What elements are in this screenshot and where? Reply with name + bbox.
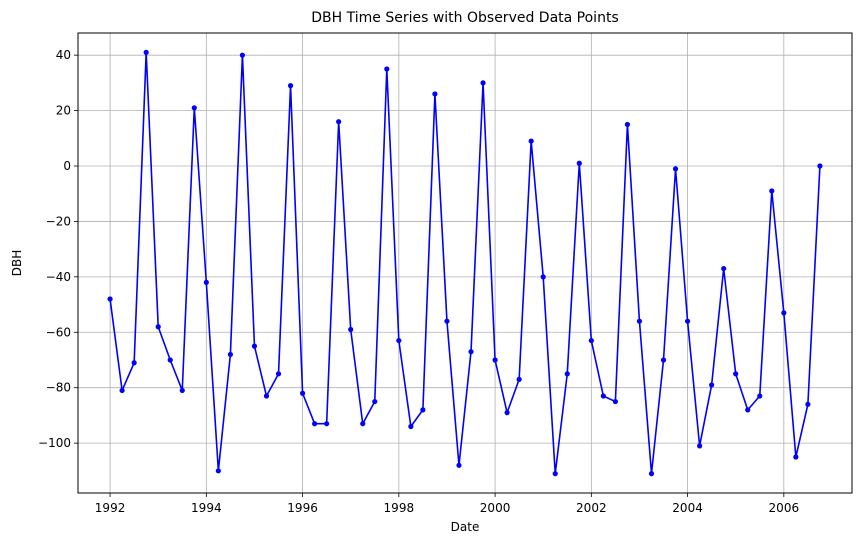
data-point xyxy=(420,407,426,413)
data-point xyxy=(191,105,197,111)
data-point xyxy=(167,357,173,363)
y-tick-label: −20 xyxy=(46,214,71,228)
data-point xyxy=(745,407,751,413)
data-point xyxy=(287,83,294,89)
data-point xyxy=(384,66,390,72)
x-tick-label: 1996 xyxy=(287,501,318,515)
series-layer xyxy=(107,49,823,477)
data-point xyxy=(275,371,282,377)
y-axis: 40 20 0 −20 −40 −60 −80 −100 xyxy=(38,48,78,450)
y-tick-label: 0 xyxy=(63,159,71,173)
data-point xyxy=(432,91,438,97)
data-point xyxy=(805,401,811,407)
x-tick-label: 2002 xyxy=(576,501,607,515)
data-point xyxy=(588,337,594,344)
data-point xyxy=(697,443,703,449)
data-point xyxy=(793,454,799,460)
data-point xyxy=(324,421,330,427)
data-point xyxy=(492,357,498,363)
data-point xyxy=(684,318,691,324)
data-point xyxy=(564,371,570,377)
data-point xyxy=(528,138,534,144)
data-point xyxy=(203,279,209,285)
data-point xyxy=(360,421,366,427)
x-tick-label: 1998 xyxy=(384,501,415,515)
data-point xyxy=(312,421,318,427)
data-point xyxy=(757,393,763,399)
y-tick-label: −100 xyxy=(38,436,71,450)
data-point xyxy=(372,398,378,405)
y-tick-label: −80 xyxy=(46,381,71,395)
data-point xyxy=(155,324,161,330)
data-point xyxy=(143,49,149,56)
series-line xyxy=(109,51,821,475)
data-point xyxy=(251,343,258,349)
data-point xyxy=(624,121,631,128)
x-tick-label: 1994 xyxy=(191,501,222,515)
data-point xyxy=(179,387,185,394)
data-point xyxy=(552,471,558,477)
data-point xyxy=(516,376,522,382)
data-point xyxy=(672,166,679,172)
data-point xyxy=(239,52,246,58)
data-point xyxy=(600,393,606,399)
data-point xyxy=(107,296,113,302)
plot-background xyxy=(78,33,852,493)
data-point xyxy=(468,349,474,355)
data-point xyxy=(227,351,233,358)
data-point xyxy=(733,371,739,377)
data-point xyxy=(299,390,306,396)
data-point xyxy=(396,337,402,344)
x-axis: 1992 1994 1996 1998 2000 2002 2004 2006 xyxy=(95,493,799,515)
data-point xyxy=(263,393,270,399)
data-point xyxy=(480,80,486,86)
data-point xyxy=(348,326,354,333)
y-tick-label: −40 xyxy=(46,270,71,284)
x-axis-label: Date xyxy=(451,520,480,534)
data-point xyxy=(456,462,462,468)
data-point xyxy=(131,360,137,366)
data-point xyxy=(444,318,450,324)
y-tick-label: 20 xyxy=(56,104,71,118)
data-point xyxy=(540,274,546,280)
x-tick-label: 1992 xyxy=(95,501,126,515)
y-axis-label: DBH xyxy=(10,250,24,277)
chart-title: DBH Time Series with Observed Data Point… xyxy=(311,10,618,26)
y-tick-label: −60 xyxy=(46,325,71,339)
data-point xyxy=(612,398,618,405)
y-tick-label: 40 xyxy=(56,48,71,62)
data-point xyxy=(709,382,715,388)
x-tick-label: 2004 xyxy=(672,501,703,515)
data-point xyxy=(576,160,582,166)
data-point xyxy=(636,318,643,324)
data-point xyxy=(817,163,823,169)
data-point xyxy=(119,387,125,394)
x-tick-label: 2006 xyxy=(769,501,800,515)
data-point xyxy=(721,265,727,272)
plot-frame xyxy=(77,32,853,494)
data-point xyxy=(504,410,510,416)
data-point xyxy=(215,468,221,474)
data-point xyxy=(660,357,667,363)
data-point xyxy=(769,188,775,194)
x-tick-label: 2000 xyxy=(480,501,511,515)
data-point xyxy=(408,423,414,430)
data-point xyxy=(336,119,342,125)
data-point xyxy=(781,310,787,316)
data-point xyxy=(648,471,655,477)
